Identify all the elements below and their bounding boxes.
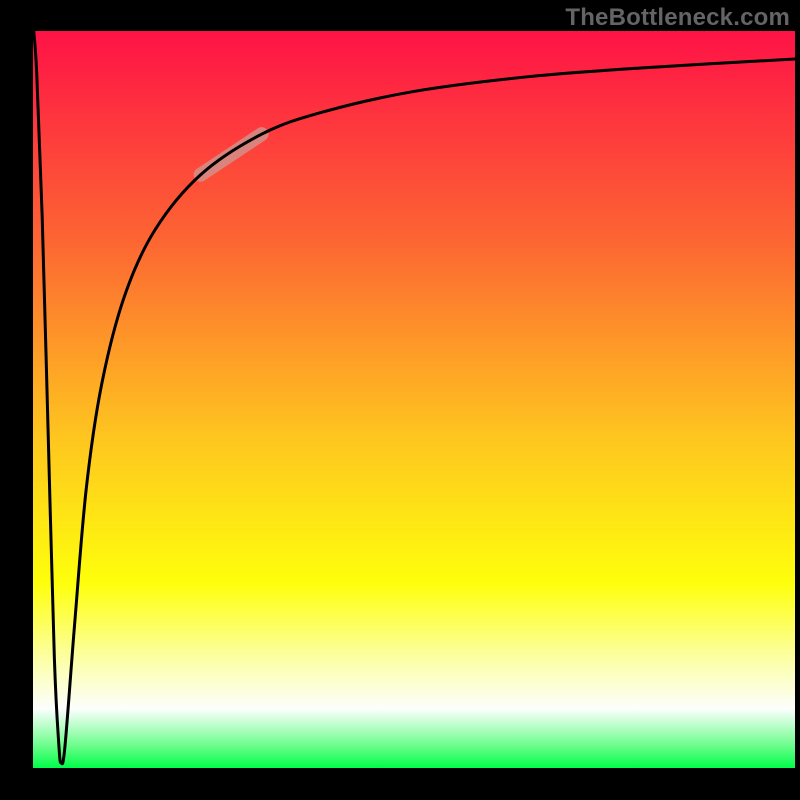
chart-container: TheBottleneck.com bbox=[0, 0, 800, 800]
curve-layer bbox=[0, 0, 800, 800]
main-curve bbox=[34, 31, 795, 764]
watermark-text: TheBottleneck.com bbox=[565, 4, 790, 32]
